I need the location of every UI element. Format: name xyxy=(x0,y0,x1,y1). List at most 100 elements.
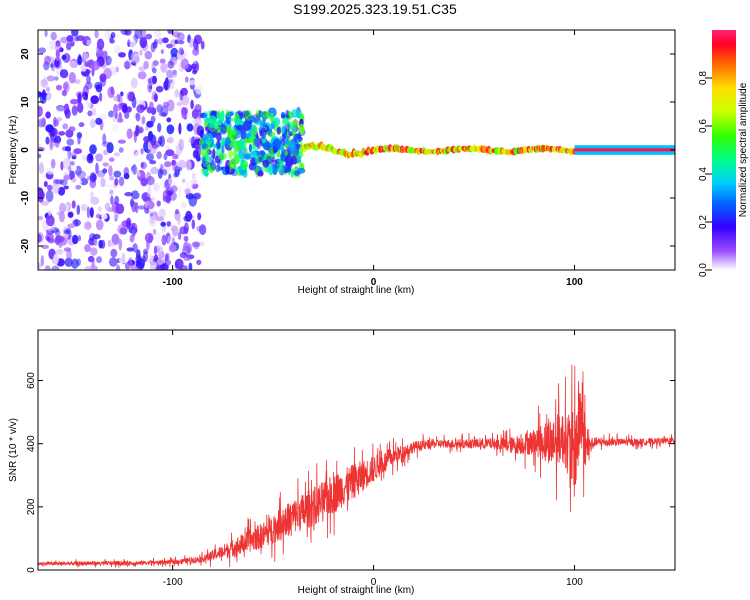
spectrogram-cell xyxy=(244,147,248,157)
spectrogram-cell xyxy=(131,190,140,200)
spectrogram-cell xyxy=(106,142,114,154)
spectrogram-cell xyxy=(240,127,247,140)
spectrogram-cell xyxy=(115,104,122,112)
spectrogram-cell xyxy=(281,125,286,134)
spectrogram-cell xyxy=(131,96,137,109)
spectrogram-cell xyxy=(47,147,54,157)
y-tick-label: 20 xyxy=(20,48,31,60)
spectrogram-cell xyxy=(140,177,148,187)
spectrogram-cell xyxy=(74,218,79,227)
spectrogram-cell xyxy=(87,110,93,117)
spectrogram-cell xyxy=(51,265,60,270)
spectrogram-cell xyxy=(122,104,128,113)
spectrogram-cell xyxy=(177,217,181,226)
spectrogram-cell xyxy=(151,144,159,149)
spectrogram-cell xyxy=(61,89,67,97)
spectrogram-cell xyxy=(50,63,54,68)
spectrogram-cell xyxy=(152,60,159,67)
spectrogram-cell xyxy=(46,184,53,191)
spectrogram-cell xyxy=(151,67,157,74)
spectrogram-cell xyxy=(221,144,225,155)
spectrogram-cell xyxy=(153,93,158,102)
spectrogram-cell xyxy=(239,138,247,151)
spectrogram-cell xyxy=(146,176,155,186)
spectrogram-cell xyxy=(135,124,140,137)
spectrogram-cell xyxy=(45,111,51,119)
spectrogram-cell xyxy=(194,117,202,127)
spectrogram-cell xyxy=(183,256,191,261)
spectrogram-cell xyxy=(154,254,158,262)
spectrogram-cell xyxy=(67,223,76,229)
spectrogram-cell xyxy=(49,40,57,48)
spectrogram-cell xyxy=(50,158,56,169)
spectrogram-cell xyxy=(82,91,88,101)
spectrogram-cell xyxy=(73,148,83,155)
spectrogram-cell xyxy=(119,227,127,235)
spectrogram-cell xyxy=(208,119,216,128)
spectrogram-cell xyxy=(152,228,157,235)
spectrogram-cell xyxy=(157,122,162,133)
spectrogram-cell xyxy=(46,167,55,175)
spectrogram-cell xyxy=(108,242,116,247)
spectrogram-cell xyxy=(116,93,121,102)
spectrogram-cell xyxy=(55,84,63,91)
x-tick-label: 100 xyxy=(566,277,583,288)
colorbar-tick-label: 0.4 xyxy=(698,167,709,181)
spectrogram-cell xyxy=(63,185,69,190)
spectrogram-cell xyxy=(104,30,112,40)
spectrogram-cell xyxy=(162,101,170,108)
spectrogram-cell xyxy=(95,162,99,174)
spectrogram-cell xyxy=(168,244,177,253)
spectrogram-cell xyxy=(63,247,72,252)
spectrogram-cell xyxy=(75,179,82,185)
spectrogram-cell xyxy=(124,111,130,119)
spectrogram-cell xyxy=(180,58,189,70)
spectrogram-cell xyxy=(265,155,275,164)
x-tick-label: 0 xyxy=(371,577,377,588)
spectrogram-cell xyxy=(225,164,230,175)
spectrogram-cell xyxy=(40,255,44,267)
spectrogram-cell xyxy=(118,238,123,251)
spectrogram-cell xyxy=(215,121,222,126)
spectrogram-cell xyxy=(108,157,115,162)
x-tick-label: -100 xyxy=(163,577,183,588)
spectrogram-cell xyxy=(167,235,175,246)
spectrogram-cell xyxy=(63,174,71,181)
spectrogram-cell xyxy=(276,167,285,172)
spectrogram-cell xyxy=(290,167,295,178)
spectrogram-cell xyxy=(284,155,294,167)
spectrogram-cell xyxy=(90,95,99,104)
spectrogram-cell xyxy=(102,133,107,145)
spectrogram-cell xyxy=(60,36,69,44)
spectrogram-cell xyxy=(66,138,75,146)
spectrogram-cell xyxy=(191,63,198,70)
spectrogram-cell xyxy=(157,168,163,179)
spectrogram-cell xyxy=(166,79,173,84)
spectrogram-cell xyxy=(62,123,69,130)
spectrogram-cell xyxy=(139,128,143,133)
spectrogram-cell xyxy=(154,30,162,39)
x-tick-label: -100 xyxy=(163,277,183,288)
spectrogram-cell xyxy=(120,91,124,97)
y-tick-label: 0 xyxy=(20,147,31,153)
spectrogram-cell xyxy=(178,138,184,151)
spectrogram-cell xyxy=(77,136,81,145)
y-tick-label: 400 xyxy=(26,435,37,452)
spectrogram-cell xyxy=(95,153,103,162)
colorbar-tick-label: 0.2 xyxy=(698,215,709,229)
spectrogram-cell xyxy=(69,161,75,166)
spectrogram-cell xyxy=(101,95,106,103)
spectrogram-cell xyxy=(269,131,276,138)
x-tick-label: 100 xyxy=(566,577,583,588)
spectrogram-cell xyxy=(166,117,172,123)
spectrogram-cell xyxy=(65,42,72,51)
spectrogram-cell xyxy=(109,39,115,44)
spectrogram-cell xyxy=(237,165,243,172)
spectrogram-cell xyxy=(74,79,81,85)
spectrogram-cell xyxy=(105,55,112,66)
snr-frame xyxy=(37,329,676,571)
spectrogram-cell xyxy=(67,211,74,218)
spectrogram-cell xyxy=(275,160,280,170)
spectrogram-cell xyxy=(115,66,119,73)
spectrogram-cell xyxy=(43,75,47,86)
